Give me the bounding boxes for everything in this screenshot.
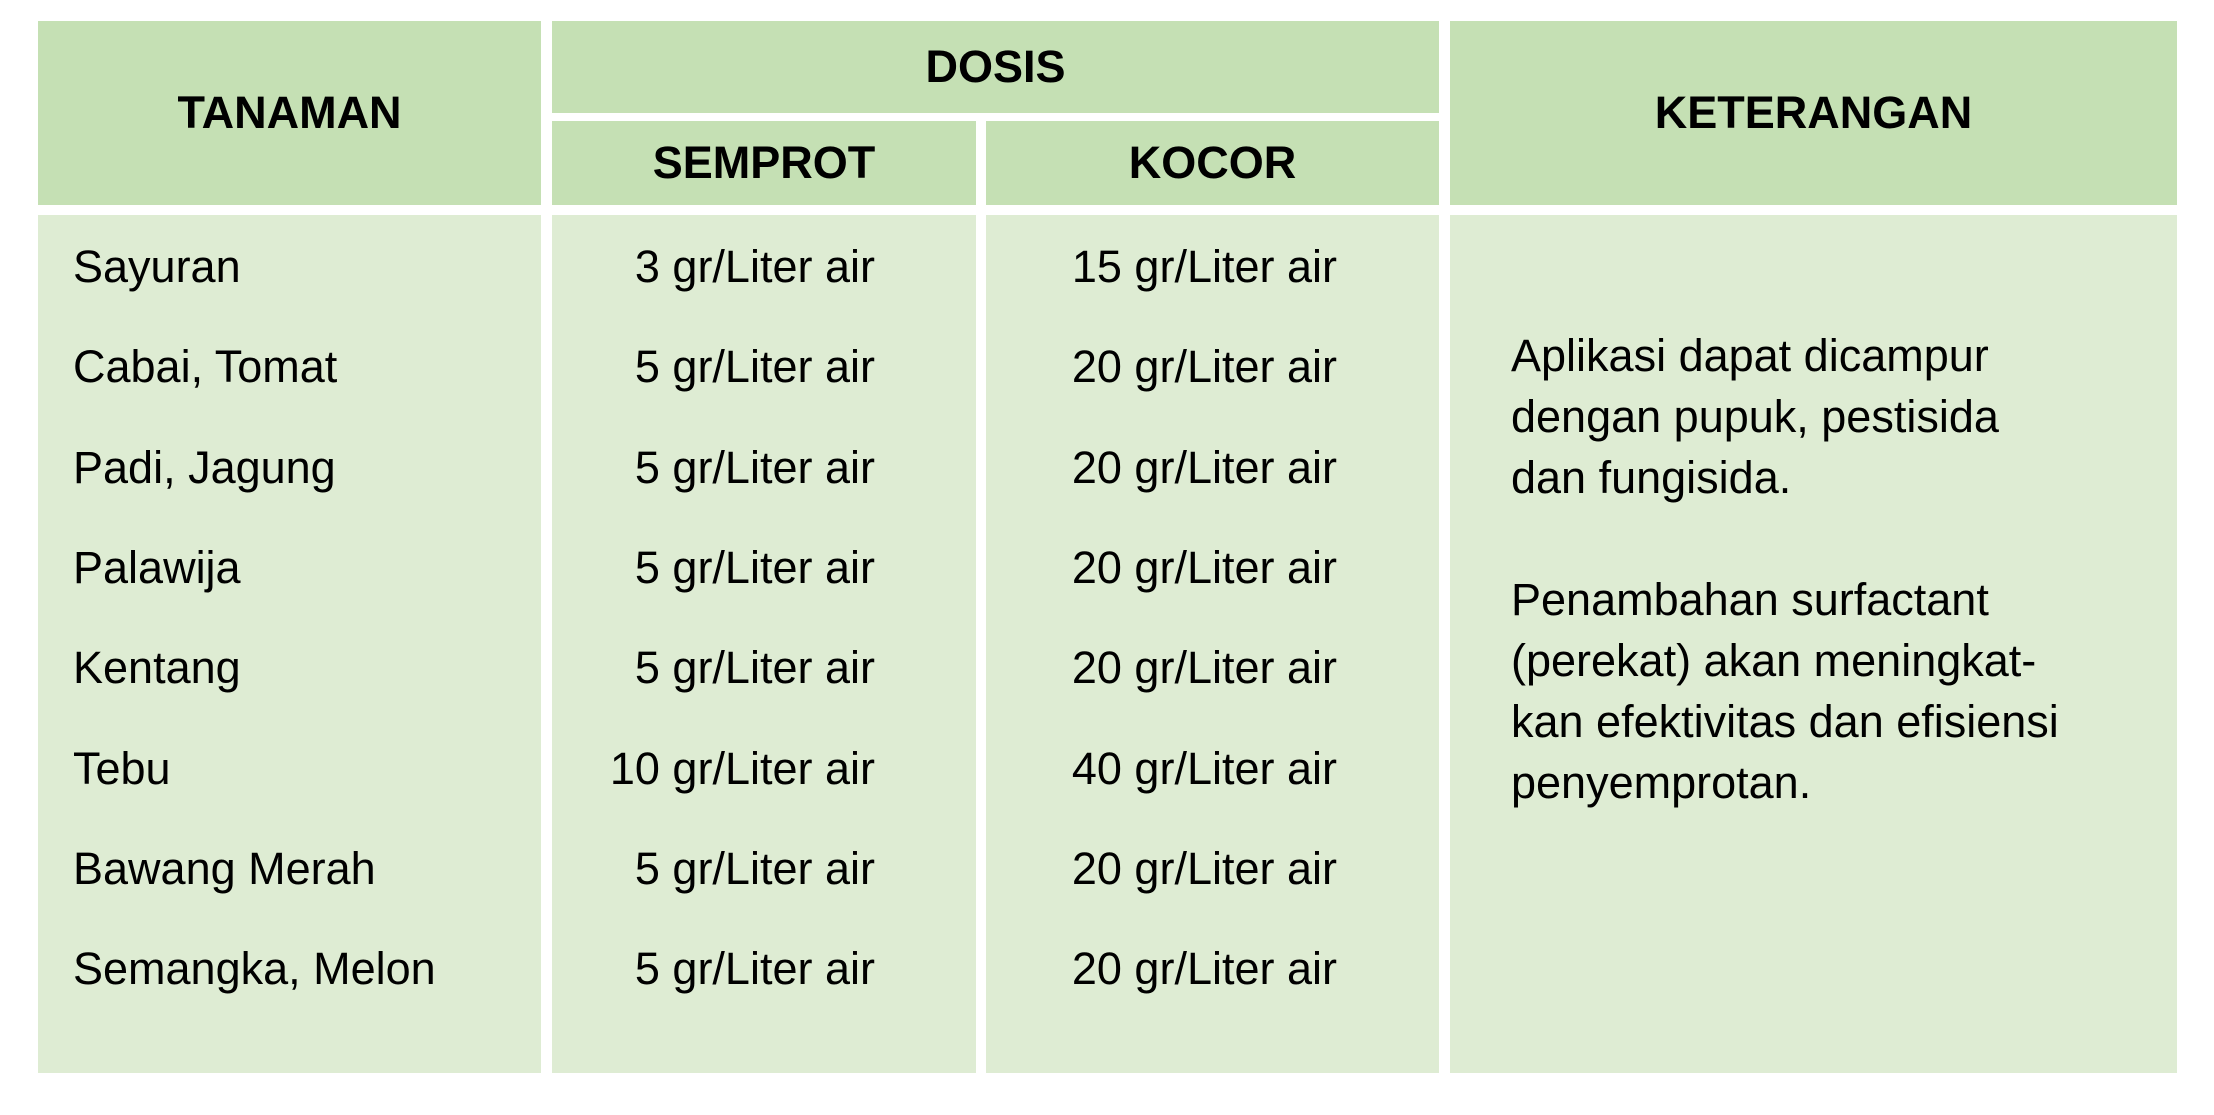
header-semprot-label: SEMPROT — [652, 137, 876, 188]
cell-semprot: 10 gr/Liter air — [609, 742, 875, 794]
cell-kocor: 20 gr/Liter air — [1071, 642, 1337, 694]
header-keterangan: KETERANGAN — [1450, 21, 2177, 205]
keterangan-text: Aplikasi dapat dicampur dengan pupuk, pe… — [1511, 325, 2161, 813]
cell-semprot: 5 gr/Liter air — [634, 441, 875, 493]
column-keterangan — [1450, 215, 2177, 1073]
header-keterangan-label: KETERANGAN — [1654, 87, 1973, 138]
cell-kocor: 15 gr/Liter air — [1071, 241, 1337, 292]
cell-tanaman: Padi, Jagung — [73, 441, 336, 493]
cell-tanaman: Palawija — [73, 541, 241, 593]
cell-kocor: 20 gr/Liter air — [1071, 842, 1337, 894]
header-kocor-label: KOCOR — [1128, 137, 1297, 188]
column-semprot — [552, 215, 976, 1073]
header-semprot: SEMPROT — [552, 121, 976, 205]
header-tanaman-label: TANAMAN — [177, 87, 402, 138]
cell-semprot: 3 gr/Liter air — [634, 241, 875, 292]
cell-semprot: 5 gr/Liter air — [634, 541, 875, 593]
column-kocor — [986, 215, 1439, 1073]
cell-tanaman: Cabai, Tomat — [73, 341, 338, 393]
cell-kocor: 20 gr/Liter air — [1071, 441, 1337, 493]
note-paragraph-1: Aplikasi dapat dicampur dengan pupuk, pe… — [1511, 330, 1999, 503]
cell-tanaman: Semangka, Melon — [73, 943, 436, 995]
cell-semprot: 5 gr/Liter air — [634, 842, 875, 894]
column-tanaman — [38, 215, 541, 1073]
cell-kocor: 20 gr/Liter air — [1071, 541, 1337, 593]
cell-tanaman: Bawang Merah — [73, 842, 376, 894]
cell-tanaman: Tebu — [73, 742, 171, 794]
cell-tanaman: Kentang — [73, 642, 241, 694]
header-dosis-label: DOSIS — [925, 41, 1066, 92]
header-dosis: DOSIS — [552, 21, 1439, 113]
cell-kocor: 20 gr/Liter air — [1071, 341, 1337, 393]
cell-semprot: 5 gr/Liter air — [634, 341, 875, 393]
cell-kocor: 20 gr/Liter air — [1071, 943, 1337, 995]
header-tanaman: TANAMAN — [38, 21, 541, 205]
note-paragraph-2: Penambahan surfactant (perekat) akan men… — [1511, 574, 2059, 808]
cell-semprot: 5 gr/Liter air — [634, 943, 875, 995]
cell-tanaman: Sayuran — [73, 241, 241, 292]
cell-semprot: 5 gr/Liter air — [634, 642, 875, 694]
cell-kocor: 40 gr/Liter air — [1071, 742, 1337, 794]
header-kocor: KOCOR — [986, 121, 1439, 205]
